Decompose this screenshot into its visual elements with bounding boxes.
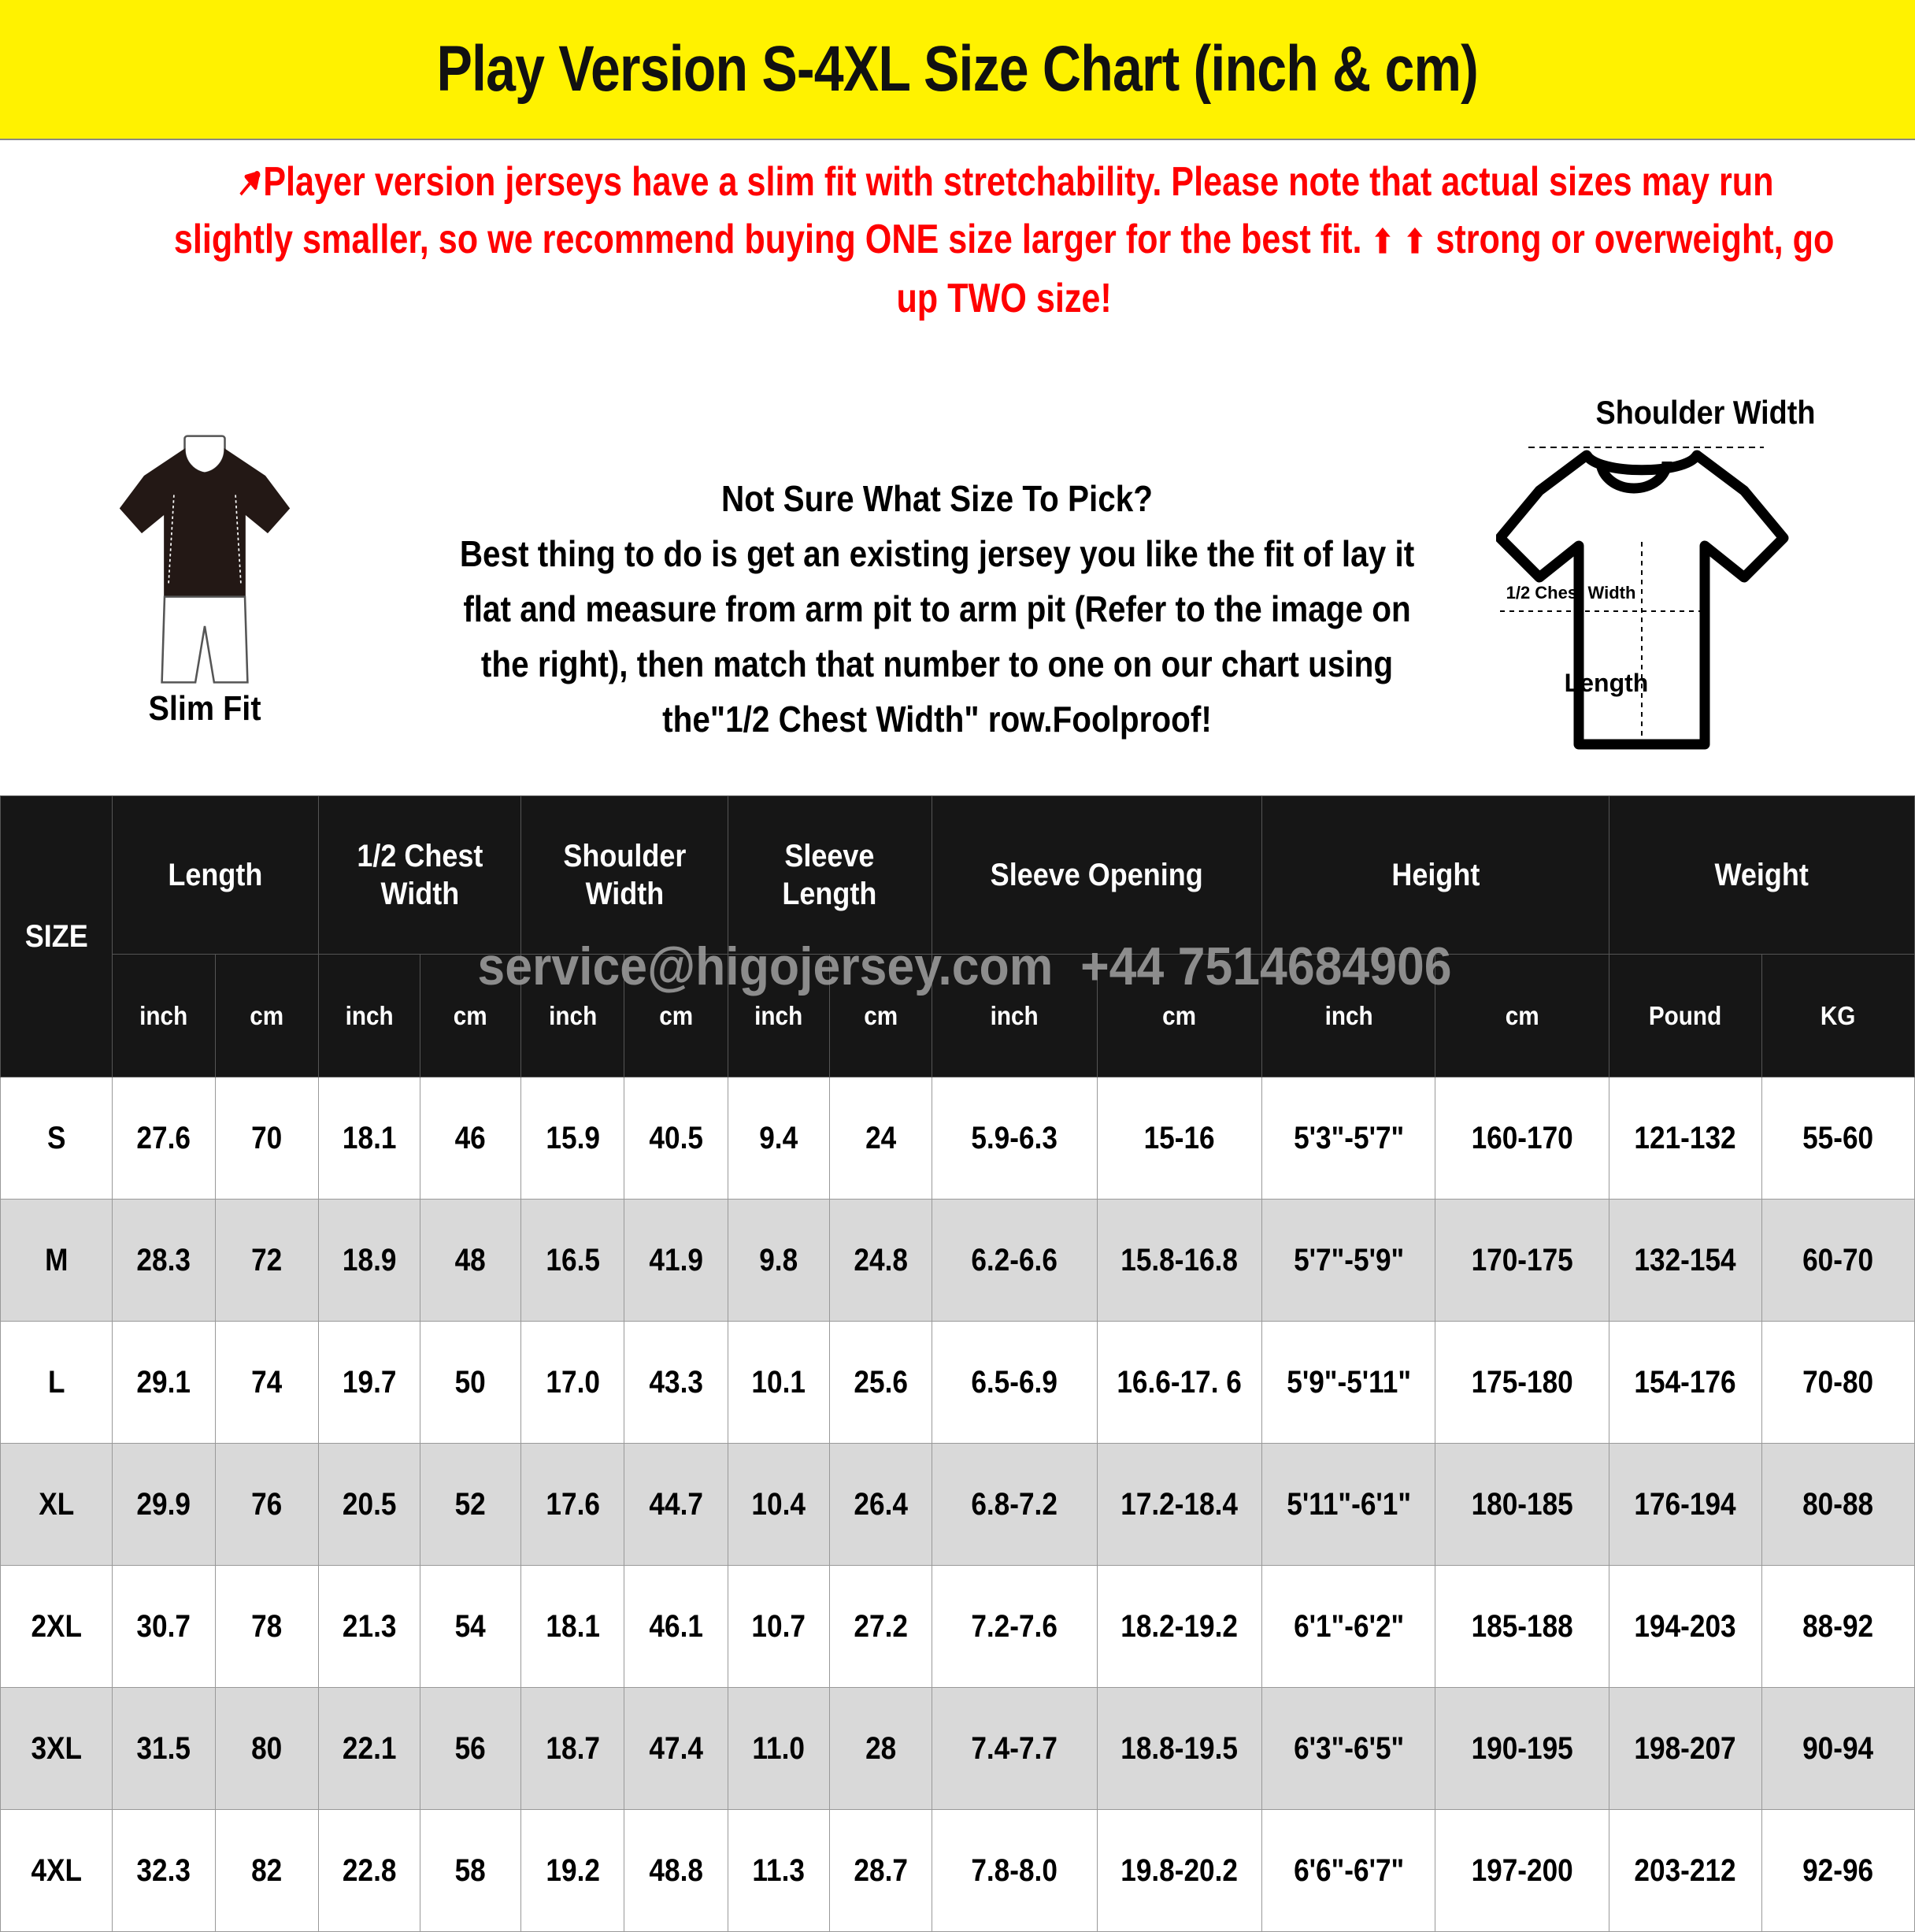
svg-text:Length: Length <box>1565 669 1649 697</box>
svg-text:1/2 Chest Width: 1/2 Chest Width <box>1506 583 1636 603</box>
